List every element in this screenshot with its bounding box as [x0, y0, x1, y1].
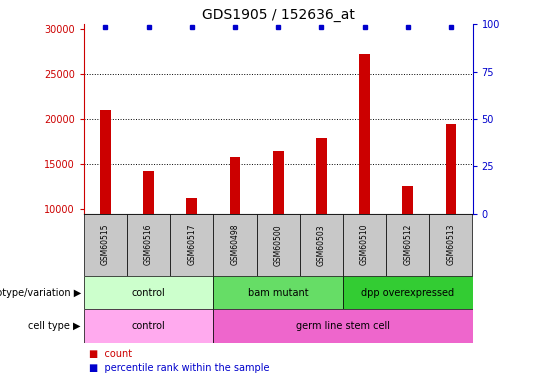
Text: bam mutant: bam mutant — [248, 288, 308, 297]
Text: ■  count: ■ count — [89, 350, 132, 359]
Bar — [186, 198, 197, 299]
Text: ■  percentile rank within the sample: ■ percentile rank within the sample — [89, 363, 269, 373]
Text: GSM60512: GSM60512 — [403, 224, 412, 266]
Bar — [446, 124, 456, 299]
Text: control: control — [132, 288, 165, 297]
Bar — [143, 171, 154, 299]
Text: GSM60498: GSM60498 — [231, 224, 239, 266]
Text: GSM60515: GSM60515 — [101, 224, 110, 266]
Bar — [429, 214, 472, 276]
Bar — [127, 214, 170, 276]
Bar — [402, 186, 413, 299]
Bar — [343, 214, 386, 276]
Bar — [213, 309, 472, 343]
Text: GSM60503: GSM60503 — [317, 224, 326, 266]
Text: control: control — [132, 321, 165, 331]
Bar — [300, 214, 343, 276]
Bar — [170, 214, 213, 276]
Bar — [316, 138, 327, 299]
Text: dpp overexpressed: dpp overexpressed — [361, 288, 454, 297]
Bar — [213, 276, 343, 309]
Text: GSM60500: GSM60500 — [274, 224, 282, 266]
Bar — [343, 276, 472, 309]
Bar — [359, 54, 370, 299]
Bar — [84, 309, 213, 343]
Bar — [84, 214, 127, 276]
Bar — [386, 214, 429, 276]
Bar — [230, 157, 240, 299]
Bar — [256, 214, 300, 276]
Text: GSM60517: GSM60517 — [187, 224, 196, 266]
Bar — [213, 214, 256, 276]
Bar — [84, 276, 213, 309]
Text: GSM60513: GSM60513 — [447, 224, 455, 266]
Text: GSM60510: GSM60510 — [360, 224, 369, 266]
Bar — [100, 110, 111, 299]
Text: genotype/variation ▶: genotype/variation ▶ — [0, 288, 81, 297]
Text: germ line stem cell: germ line stem cell — [296, 321, 390, 331]
Bar — [273, 151, 284, 299]
Text: cell type ▶: cell type ▶ — [29, 321, 81, 331]
Title: GDS1905 / 152636_at: GDS1905 / 152636_at — [201, 8, 355, 22]
Text: GSM60516: GSM60516 — [144, 224, 153, 266]
